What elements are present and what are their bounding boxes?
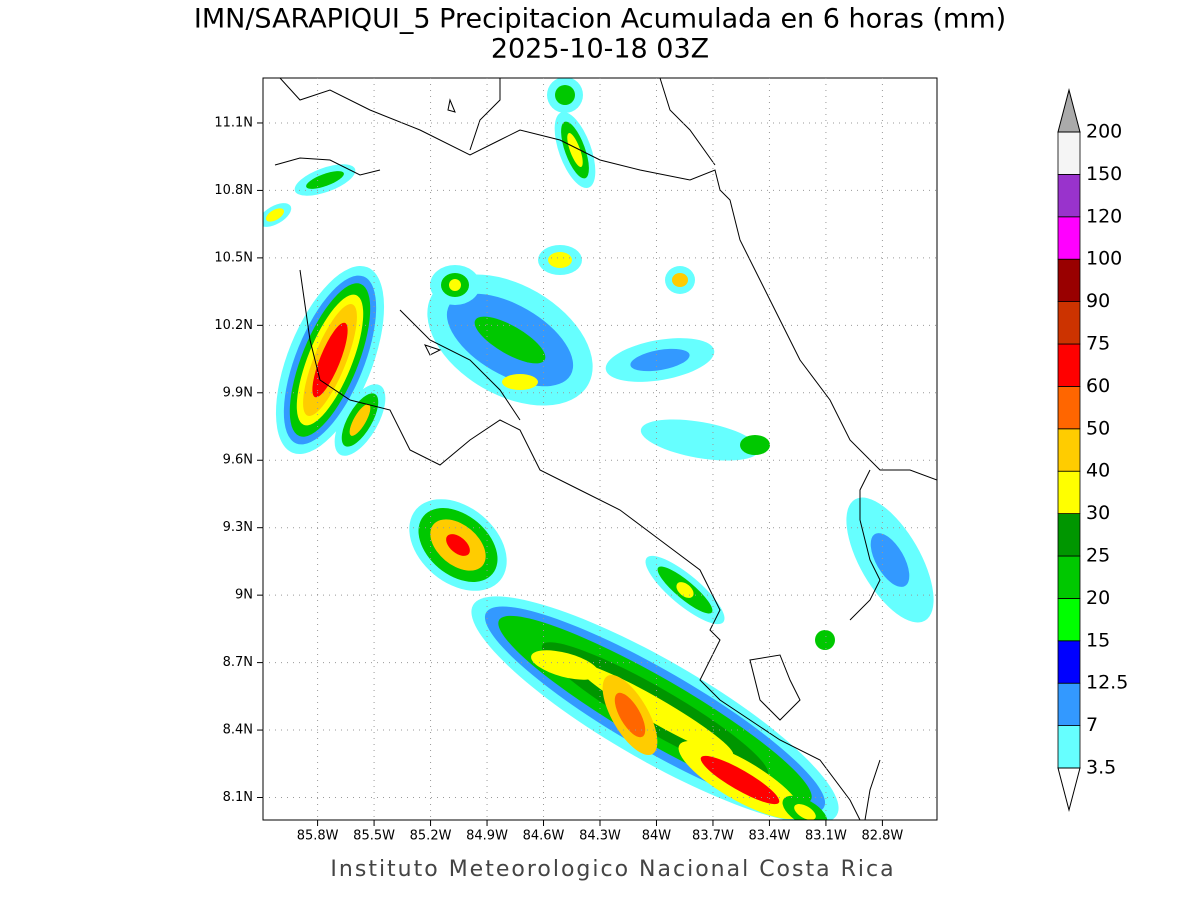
colorbar-label: 7 (1086, 714, 1098, 736)
x-tick-label: 84.3W (579, 829, 621, 844)
colorbar-segment (1057, 385, 1081, 430)
colorbar-label: 12.5 (1086, 672, 1128, 694)
colorbar-segment (1057, 343, 1081, 387)
colorbar-label: 20 (1086, 587, 1110, 609)
colorbar-segment (1057, 173, 1081, 218)
y-tick-label: 8.1N (223, 790, 253, 805)
colorbar-segment (1057, 301, 1081, 345)
x-tick-label: 84.9W (466, 829, 508, 844)
colorbar-label: 150 (1086, 163, 1122, 185)
x-tick-label: 85.8W (297, 829, 339, 844)
colorbar-label: 75 (1086, 333, 1110, 355)
x-tick-label: 83.1W (805, 829, 847, 844)
colorbar-segment (1057, 131, 1081, 175)
x-tick-label: 84W (642, 829, 672, 844)
colorbar-segment (1057, 598, 1081, 642)
y-tick-label: 10.5N (214, 250, 253, 265)
x-tick-label: 84.6W (523, 829, 565, 844)
y-tick-label: 8.4N (223, 723, 253, 738)
colorbar-label: 40 (1086, 460, 1110, 482)
x-tick-label: 83.7W (692, 829, 734, 844)
colorbar-segment (1057, 513, 1081, 557)
x-tick-label: 85.5W (353, 829, 395, 844)
y-tick-label: 9.3N (223, 520, 253, 535)
y-tick-label: 10.8N (214, 183, 253, 198)
y-tick-label: 8.7N (223, 655, 253, 670)
colorbar-label: 90 (1086, 290, 1110, 312)
x-tick-label: 82.8W (861, 829, 903, 844)
coastlines (274, 78, 937, 820)
colorbar-label: 30 (1086, 502, 1110, 524)
colorbar-label: 15 (1086, 629, 1110, 651)
colorbar-segment (1057, 258, 1081, 303)
y-tick-label: 9N (235, 588, 253, 603)
colorbar-segment (1057, 725, 1081, 769)
colorbar-label: 100 (1086, 248, 1122, 270)
colorbar-under (1057, 767, 1081, 812)
colorbar-segment (1057, 428, 1081, 472)
colorbar-segment (1057, 470, 1081, 515)
x-tick-label: 85.2W (410, 829, 452, 844)
colorbar-label: 3.5 (1086, 757, 1116, 779)
colorbar-label: 120 (1086, 205, 1122, 227)
footer: Instituto Meteorologico Nacional Costa R… (330, 857, 895, 882)
precipitation-field (263, 78, 934, 820)
colorbar-label: 200 (1086, 121, 1122, 143)
y-tick-label: 11.1N (214, 115, 253, 130)
colorbar-label: 60 (1086, 375, 1110, 397)
colorbar-label: 25 (1086, 545, 1110, 567)
y-tick-label: 9.6N (223, 453, 253, 468)
x-tick-label: 83.4W (749, 829, 791, 844)
colorbar-segment (1057, 555, 1081, 599)
subtitle: 2025-10-18 03Z (491, 34, 709, 65)
colorbar-label: 50 (1086, 417, 1110, 439)
colorbar-segment (1057, 640, 1081, 684)
title: IMN/SARAPIQUI_5 Precipitacion Acumulada … (194, 4, 1006, 35)
colorbar-over (1057, 88, 1081, 133)
colorbar-segment (1057, 682, 1081, 727)
colorbar-segment (1057, 216, 1081, 260)
y-tick-label: 10.2N (214, 318, 253, 333)
y-tick-label: 9.9N (223, 385, 253, 400)
